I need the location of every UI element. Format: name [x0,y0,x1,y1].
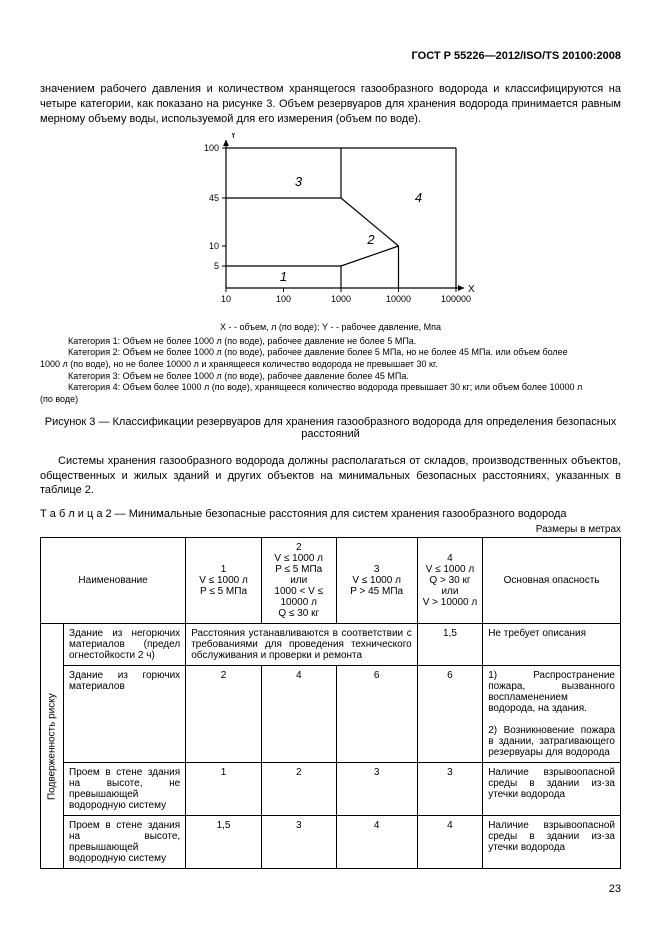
table-cell: 1,5 [186,816,262,869]
col-hazard: Основная опасность [483,538,621,624]
table-cell: 3 [417,763,483,816]
svg-text:100: 100 [275,294,290,304]
table-row: Проем в стене здания на высоте, превышаю… [41,816,621,869]
svg-text:1: 1 [279,269,286,284]
svg-text:Y: Y [230,133,237,141]
table-units: Размеры в метрах [40,524,621,535]
axis-caption: X - - объем, л (по воде); Y - - рабочее … [40,322,621,332]
category-line: Категория 3: Объем не более 1000 л (по в… [40,371,621,383]
svg-text:5: 5 [213,261,218,271]
table-cell: Проем в стене здания на высоте, превышаю… [64,816,186,869]
svg-text:2: 2 [366,232,375,247]
category-line: 1000 л (по воде), но не более 10000 л и … [40,359,621,371]
table-row: Подверженность рискуЗдание из негорючих … [41,624,621,666]
table-cell: 4 [417,816,483,869]
table-cell: Наличие взрывоопасной среды в здании из-… [483,816,621,869]
table-cell: Здание из горючих материалов [64,666,186,763]
category-line: Категория 1: Объем не более 1000 л (по в… [40,336,621,348]
category-line: Категория 4: Объем более 1000 л (по воде… [40,382,621,394]
table-row: Здание из горючих материалов24661) Распр… [41,666,621,763]
table-cell: 4 [336,816,417,869]
table-cell: 3 [261,816,336,869]
table-cell: 6 [417,666,483,763]
category-line: Категория 2: Объем не более 1000 л (по в… [40,347,621,359]
doc-header: ГОСТ Р 55226—2012/ISO/TS 20100:2008 [40,50,621,62]
chart-figure: 10 100 1000 10000 100000 5 10 45 100 X Y 1 2 3 4 [40,133,621,316]
table-cell: Расстояния устанавливаются в соответстви… [186,624,418,666]
table-cell: 1,5 [417,624,483,666]
category-line: (по воде) [40,394,621,406]
table-header-row: Наименование 1V ≤ 1000 лP ≤ 5 МПа 2V ≤ 1… [41,538,621,624]
table-cell: 4 [261,666,336,763]
svg-text:100: 100 [203,143,218,153]
table-cell: 1 [186,763,262,816]
svg-text:4: 4 [414,190,421,205]
col-name: Наименование [41,538,186,624]
svg-text:3: 3 [294,174,302,189]
col-4: 4V ≤ 1000 лQ > 30 кгилиV > 10000 л [417,538,483,624]
col-1: 1V ≤ 1000 лP ≤ 5 МПа [186,538,262,624]
table-cell: 6 [336,666,417,763]
table-cell: Здание из негорючих материалов (предел о… [64,624,186,666]
table-title: Т а б л и ц а 2 — Минимальные безопасные… [40,508,621,520]
svg-text:10: 10 [208,241,218,251]
table-row: Проем в стене здания на высоте, не превы… [41,763,621,816]
table-cell: Проем в стене здания на высоте, не превы… [64,763,186,816]
svg-text:10000: 10000 [385,294,410,304]
svg-text:10: 10 [220,294,230,304]
svg-text:1000: 1000 [330,294,350,304]
figure-caption: Рисунок 3 — Классификации резервуаров дл… [40,416,621,440]
safety-table: Наименование 1V ≤ 1000 лP ≤ 5 МПа 2V ≤ 1… [40,537,621,869]
page-number: 23 [40,883,621,895]
svg-text:45: 45 [208,193,218,203]
table-cell: 2 [186,666,262,763]
svg-text:100000: 100000 [440,294,470,304]
table-cell: 1) Распространение пожара, вызванного во… [483,666,621,763]
col-3: 3V ≤ 1000 лP > 45 МПа [336,538,417,624]
table-cell: Не требует описания [483,624,621,666]
col-2: 2V ≤ 1000 лP ≤ 5 МПаили1000 < V ≤ 10000 … [261,538,336,624]
svg-text:X: X [468,284,475,295]
table-cell: 3 [336,763,417,816]
table-cell: Наличие взрывоопасной среды в здании из-… [483,763,621,816]
category-list: Категория 1: Объем не более 1000 л (по в… [40,336,621,406]
table-cell: 2 [261,763,336,816]
mid-paragraph: Системы хранения газообразного водорода … [40,454,621,499]
intro-paragraph: значением рабочего давления и количество… [40,82,621,127]
side-label: Подверженность риску [41,624,64,869]
